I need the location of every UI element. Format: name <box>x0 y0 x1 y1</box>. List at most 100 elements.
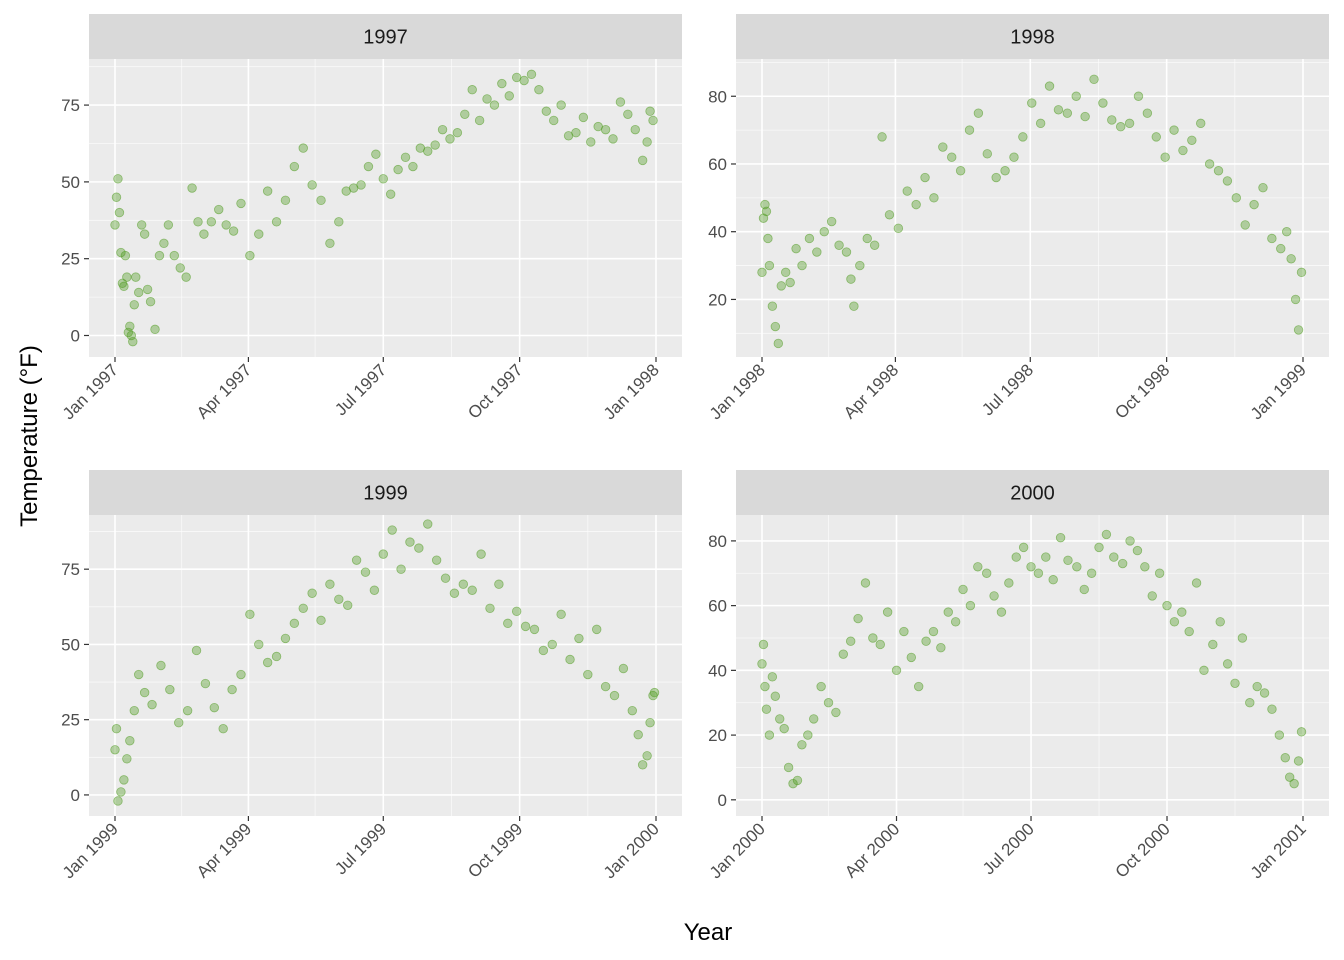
data-point <box>758 639 769 650</box>
data-point <box>1284 772 1295 782</box>
data-point <box>592 624 602 635</box>
data-point <box>482 94 492 104</box>
data-point <box>1281 227 1292 237</box>
data-point <box>334 594 344 604</box>
data-point <box>343 600 353 611</box>
data-point <box>1187 135 1197 145</box>
data-point <box>775 714 785 724</box>
data-point <box>1289 778 1299 789</box>
data-point <box>119 281 129 292</box>
x-tick-label: Jan 1998 <box>600 360 663 423</box>
data-points <box>757 74 1307 349</box>
data-point <box>378 174 388 184</box>
data-point <box>503 618 513 629</box>
data-point <box>129 300 139 310</box>
data-point <box>1177 607 1187 617</box>
data-point <box>583 669 593 680</box>
data-point <box>964 125 975 135</box>
data-point <box>615 97 626 107</box>
data-point <box>973 562 983 572</box>
data-point <box>139 229 150 239</box>
data-point <box>973 108 984 118</box>
data-point <box>1044 81 1055 91</box>
data-point <box>989 591 999 601</box>
data-point <box>823 698 834 708</box>
data-point <box>316 195 326 206</box>
data-point <box>955 166 966 176</box>
data-point <box>325 238 335 249</box>
data-point <box>1109 552 1119 562</box>
data-point <box>129 705 139 716</box>
data-point <box>519 75 529 86</box>
x-tick-label: Apr 2000 <box>841 819 903 881</box>
data-point <box>1053 105 1064 115</box>
data-point <box>760 681 770 692</box>
data-point <box>770 321 781 332</box>
data-point <box>982 149 992 159</box>
data-point <box>936 642 946 653</box>
data-point <box>245 609 255 620</box>
facet-strip <box>736 14 1329 59</box>
data-point <box>504 91 514 101</box>
y-tick-label: 0 <box>718 791 727 810</box>
data-point <box>547 639 557 650</box>
data-point <box>1237 633 1248 643</box>
data-point <box>928 626 939 637</box>
data-point <box>169 250 179 261</box>
data-point <box>1147 591 1157 601</box>
data-point <box>1215 617 1225 627</box>
data-point <box>113 174 123 184</box>
data-point <box>1199 665 1209 676</box>
data-point <box>913 681 924 692</box>
data-point <box>1267 704 1277 714</box>
data-point <box>316 615 326 626</box>
data-point <box>1245 698 1255 708</box>
data-point <box>134 287 144 298</box>
data-point <box>360 567 371 577</box>
x-tick-label: Apr 1999 <box>193 819 255 881</box>
facet-panels: 1997 0 25 50 75 Jan 1997 Apr 1997 Jul 1997 Oct 1… <box>59 14 1329 882</box>
facet-strip-label: 1998 <box>1010 27 1055 49</box>
data-point <box>899 626 909 637</box>
data-point <box>122 272 132 282</box>
data-point <box>1178 145 1188 156</box>
data-point <box>393 164 403 175</box>
facet-panel-1997: 1997 0 25 50 75 Jan 1997 Apr 1997 Jul 1997 Oct 1… <box>59 14 682 423</box>
data-point <box>526 69 537 80</box>
y-tick-label: 50 <box>61 173 80 192</box>
data-point <box>586 137 596 147</box>
x-tick-label: Jan 1997 <box>59 360 122 423</box>
data-point <box>1169 617 1180 627</box>
facet-strip <box>89 470 682 515</box>
data-point <box>600 681 611 692</box>
data-point <box>385 189 396 199</box>
data-point <box>497 78 507 89</box>
data-point <box>991 172 1001 183</box>
data-point <box>645 717 655 728</box>
data-point <box>1169 125 1179 135</box>
data-point <box>145 297 156 307</box>
data-point <box>556 609 566 620</box>
y-axis-title: Temperature (°F) <box>16 345 43 527</box>
data-point <box>1259 688 1270 698</box>
data-point <box>862 233 872 244</box>
data-point <box>1160 152 1170 162</box>
data-point <box>280 195 291 206</box>
data-point <box>797 740 807 750</box>
data-point <box>950 617 961 627</box>
data-point <box>556 100 566 110</box>
data-point <box>1222 659 1233 669</box>
y-tick-label: 0 <box>71 326 80 345</box>
data-point <box>630 124 640 135</box>
data-point <box>218 724 228 734</box>
data-point <box>271 651 282 662</box>
data-point <box>1125 536 1135 546</box>
x-tick-label: Jul 1998 <box>978 360 1037 419</box>
data-point <box>298 603 308 614</box>
data-point <box>363 161 374 172</box>
data-point <box>1018 132 1028 142</box>
data-point <box>1213 166 1224 176</box>
data-point <box>139 687 150 698</box>
data-point <box>921 636 931 646</box>
data-point <box>1000 166 1010 176</box>
